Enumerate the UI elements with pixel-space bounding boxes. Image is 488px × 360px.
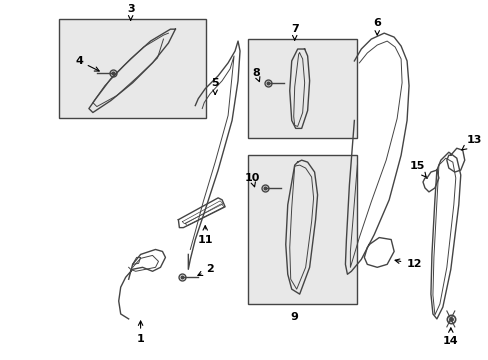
Text: 6: 6: [372, 18, 381, 35]
Text: 1: 1: [137, 321, 144, 344]
Text: 4: 4: [75, 56, 99, 71]
Text: 2: 2: [198, 264, 214, 275]
Text: 7: 7: [290, 24, 298, 40]
Bar: [247, 39, 357, 138]
Text: 14: 14: [442, 328, 458, 346]
Text: 11: 11: [197, 226, 213, 244]
Text: 5: 5: [211, 78, 219, 94]
Text: 9: 9: [290, 312, 298, 322]
Text: 8: 8: [251, 68, 259, 82]
Bar: [59, 19, 206, 118]
Text: 3: 3: [126, 4, 134, 20]
Text: 10: 10: [244, 173, 259, 187]
Text: 13: 13: [461, 135, 481, 150]
Text: 15: 15: [408, 161, 425, 177]
Bar: [247, 155, 357, 304]
Text: 12: 12: [394, 259, 421, 269]
